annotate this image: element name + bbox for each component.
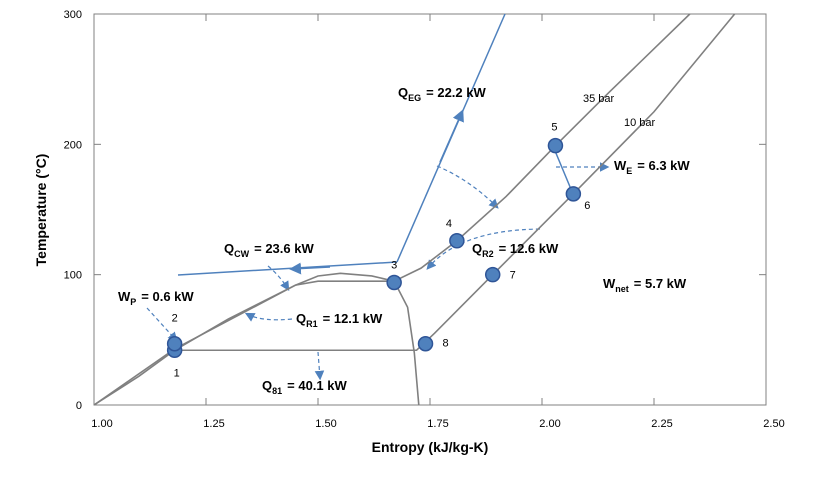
annotation: WP = 0.6 kW <box>118 289 194 307</box>
state-label: 3 <box>391 259 397 271</box>
annotation-text: = 12.1 kW <box>323 311 383 326</box>
annotation: QR1 = 12.1 kW <box>296 311 383 329</box>
annotation-subscript: CW <box>234 249 249 259</box>
state-label: 5 <box>551 122 557 134</box>
state-label: 7 <box>510 270 516 282</box>
annotation-text: = 12.6 kW <box>499 241 559 256</box>
curve <box>93 13 691 406</box>
state-label: 6 <box>584 200 590 212</box>
annotation: Wnet = 5.7 kW <box>603 276 687 294</box>
annotation-text: = 0.6 kW <box>141 289 194 304</box>
annotation: Q81 = 40.1 kW <box>262 378 347 396</box>
annotation-symbol: Q <box>262 378 272 393</box>
curve-label: 10 bar <box>624 117 656 129</box>
annotation-subscript: EG <box>408 93 421 103</box>
y-axis-label: Temperature (°C) <box>33 154 49 267</box>
annotation-subscript: P <box>130 297 136 307</box>
annotation-subscript: R1 <box>306 319 318 329</box>
y-tick-label: 300 <box>64 9 82 21</box>
annotation-symbol: Q <box>224 241 234 256</box>
state-point <box>417 335 434 352</box>
annotation-subscript: 81 <box>272 386 282 396</box>
annotation-symbol: Q <box>472 241 482 256</box>
flow-arrows <box>146 13 610 381</box>
annotation-symbol: Q <box>398 85 408 100</box>
state-point <box>565 186 582 202</box>
curve <box>174 13 736 352</box>
annotation-subscript: R2 <box>482 249 494 259</box>
annotation: QEG = 22.2 kW <box>398 85 486 103</box>
x-tick-label: 1.00 <box>91 418 112 430</box>
curve-label: 35 bar <box>583 93 615 105</box>
annotation-subscript: E <box>626 166 632 176</box>
annotation: QR2 = 12.6 kW <box>472 241 559 259</box>
state-label: 1 <box>174 367 180 379</box>
annotation-text: = 6.3 kW <box>637 158 690 173</box>
annotation-symbol: W <box>118 289 131 304</box>
annotation-symbol: Q <box>296 311 306 326</box>
x-tick-label: 2.25 <box>651 418 672 430</box>
state-label: 8 <box>442 338 448 350</box>
annotation: WE = 6.3 kW <box>614 158 690 176</box>
x-tick-label: 1.25 <box>203 418 224 430</box>
annotation-text: = 23.6 kW <box>254 241 314 256</box>
x-tick-label: 2.00 <box>539 418 560 430</box>
y-tick-label: 0 <box>76 400 82 412</box>
x-tick-label: 1.50 <box>315 418 336 430</box>
state-point <box>547 137 564 154</box>
state-point <box>449 233 465 249</box>
state-label: 4 <box>446 218 452 230</box>
y-tick-label: 100 <box>64 270 82 282</box>
state-label: 2 <box>172 313 178 325</box>
x-tick-label: 1.75 <box>427 418 448 430</box>
x-tick-label: 2.50 <box>763 418 784 430</box>
y-tick-label: 200 <box>64 139 82 151</box>
annotation: QCW = 23.6 kW <box>224 241 314 259</box>
state-point <box>166 335 183 352</box>
state-point <box>484 266 501 283</box>
state-point <box>386 274 402 291</box>
annotation-text: = 5.7 kW <box>634 276 687 291</box>
annotation-subscript: net <box>615 284 629 294</box>
x-axis-label: Entropy (kJ/kg-K) <box>372 439 489 455</box>
annotation-text: = 40.1 kW <box>287 378 347 393</box>
annotation-symbol: W <box>603 276 616 291</box>
annotation-symbol: W <box>614 158 627 173</box>
annotation-text: = 22.2 kW <box>426 85 486 100</box>
